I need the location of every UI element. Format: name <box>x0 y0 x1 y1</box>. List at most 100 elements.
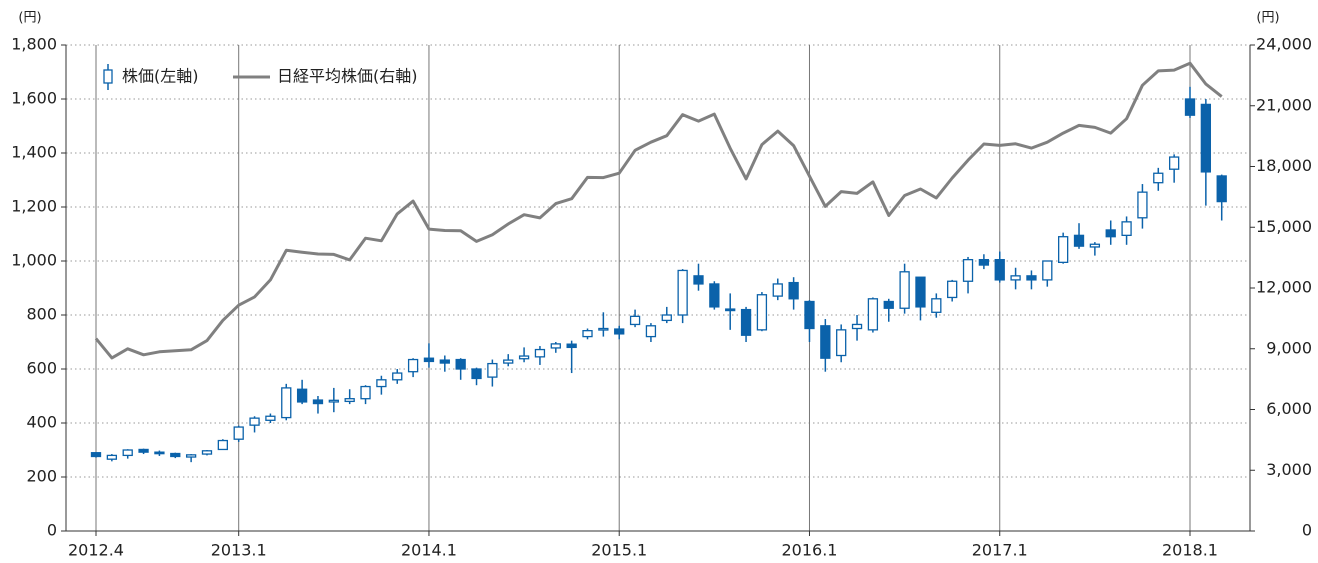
candle-body <box>550 343 561 349</box>
candle-body <box>1010 275 1021 281</box>
y2-tick-label: 18,000 <box>1256 156 1312 175</box>
candle-body <box>962 258 974 282</box>
candle-body <box>1200 103 1212 173</box>
y2-tick-label: 3,000 <box>1266 460 1312 479</box>
candle-body <box>122 449 133 457</box>
candle-body <box>598 327 609 331</box>
candle-body <box>90 452 102 458</box>
y2-tick-label: 12,000 <box>1256 278 1312 297</box>
candle-body <box>1058 236 1069 263</box>
candle-body <box>312 399 324 405</box>
candle-body <box>677 269 688 316</box>
y2-unit: (円) <box>1256 11 1279 26</box>
candle-body <box>883 300 894 309</box>
candle-body <box>360 385 371 400</box>
y-tick-label: 1,400 <box>11 143 57 162</box>
candle-body <box>820 325 831 359</box>
candle-body <box>217 439 228 451</box>
candle-body <box>851 323 863 330</box>
candle-body <box>407 358 419 373</box>
candle-body <box>296 388 308 403</box>
y2-tick-label: 21,000 <box>1256 95 1312 114</box>
candle-body <box>487 362 498 378</box>
candle-body <box>994 258 1005 281</box>
candle-body <box>756 294 768 331</box>
y-tick-label: 1,000 <box>11 251 57 270</box>
y-tick-label: 1,200 <box>11 197 57 216</box>
candle-body <box>154 451 165 455</box>
candle-body <box>185 454 197 458</box>
candle-body <box>328 399 339 403</box>
candle-body <box>233 426 244 440</box>
candle-body <box>836 329 847 357</box>
y2-tick-label: 9,000 <box>1266 338 1312 357</box>
legend-label: 日経平均株価(右軸) <box>277 67 418 86</box>
y-tick-label: 200 <box>26 467 57 486</box>
candle-body <box>709 283 720 308</box>
candle-body <box>867 298 879 331</box>
candle-body <box>629 315 641 326</box>
y2-tick-label: 24,000 <box>1256 35 1312 54</box>
candle-body <box>201 450 213 455</box>
candle-body <box>1105 229 1116 238</box>
y2-tick-label: 6,000 <box>1266 399 1312 418</box>
candle-body <box>1042 260 1053 281</box>
candle-body <box>1216 175 1227 203</box>
candle-body <box>661 314 672 322</box>
candle-body <box>693 275 704 285</box>
x-tick-label: 2013.1 <box>211 541 267 560</box>
x-tick-label: 2014.1 <box>401 541 457 560</box>
candle-body <box>614 328 625 335</box>
candle-body <box>376 379 387 388</box>
y-tick-label: 600 <box>26 359 57 378</box>
candle-body <box>1073 234 1085 247</box>
candle-body <box>281 387 292 419</box>
candle-body <box>1168 156 1180 170</box>
y-tick-label: 0 <box>47 521 57 540</box>
candle-body <box>138 448 149 453</box>
candle-body <box>344 398 355 403</box>
y-tick-label: 1,600 <box>11 89 57 108</box>
candle-body <box>1184 98 1196 116</box>
x-tick-label: 2015.1 <box>591 541 647 560</box>
candle-body <box>170 452 181 458</box>
candle-body <box>1026 275 1037 281</box>
candle-body <box>566 343 577 349</box>
candle-body <box>978 258 990 266</box>
candle-body <box>503 359 514 364</box>
y-tick-label: 1,800 <box>11 35 57 54</box>
candle-body <box>947 280 958 299</box>
candle-body <box>439 359 450 364</box>
y2-tick-label: 0 <box>1302 521 1312 540</box>
candle-body <box>471 368 482 380</box>
candle-body <box>899 271 910 309</box>
candle-body <box>582 330 593 338</box>
candle-body <box>423 357 435 363</box>
candle-body <box>392 372 403 381</box>
candle-body <box>1121 221 1132 237</box>
line-series <box>94 61 1223 360</box>
y2-tick-label: 15,000 <box>1256 217 1312 236</box>
candle-body <box>1089 243 1101 248</box>
candle-body <box>772 283 783 297</box>
x-tick-label: 2017.1 <box>972 541 1028 560</box>
candle-body <box>534 348 546 358</box>
candle-body <box>645 325 657 338</box>
candle-body <box>931 298 942 313</box>
x-tick-label: 2016.1 <box>781 541 837 560</box>
candle-body <box>725 308 736 312</box>
candle-body <box>804 300 815 330</box>
candle-body <box>249 417 260 426</box>
candle-body <box>915 276 926 308</box>
legend-icon <box>103 69 113 84</box>
candle-body <box>265 415 276 421</box>
candle-body <box>788 281 799 300</box>
candle-body <box>740 308 752 336</box>
candle-body <box>1137 191 1148 219</box>
x-tick-label: 2012.4 <box>68 541 124 560</box>
legend-label: 株価(左軸) <box>122 67 199 86</box>
candle-body <box>106 454 118 460</box>
candle-body <box>455 358 466 370</box>
y-tick-label: 800 <box>26 305 57 324</box>
